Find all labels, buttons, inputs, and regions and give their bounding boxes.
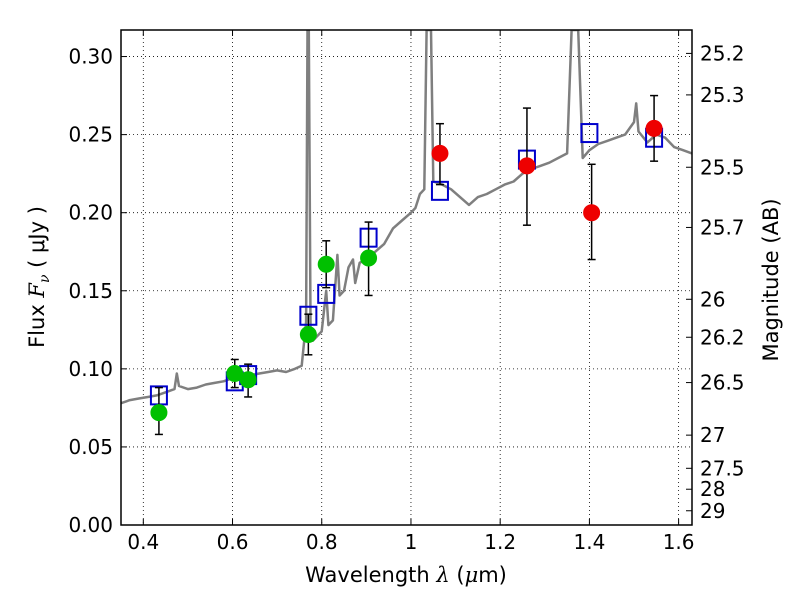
plot-frame <box>120 29 693 526</box>
y2-axis-label: Magnitude (AB) <box>759 198 783 361</box>
x-tick-label: 1 <box>405 530 418 554</box>
magnitude-tick-label: 26 <box>700 287 725 311</box>
magnitude-tick-label: 29 <box>700 499 725 523</box>
y-tick-label: 0.00 <box>68 513 113 537</box>
green-data-point <box>299 325 317 343</box>
red-data-point <box>645 119 663 137</box>
x-tick-label: 0.8 <box>306 530 338 554</box>
axis-ticks: 0.4 0.6 0.8 1 1.2 1.4 1.6 0.00 0.05 0.10 0.15 0.20 0… <box>68 30 745 554</box>
magnitude-tick-label: 25.3 <box>700 83 745 107</box>
green-data-point <box>150 404 168 422</box>
red-data-point <box>518 157 536 175</box>
x-tick-label: 1.4 <box>573 530 605 554</box>
magnitude-tick-label: 25.2 <box>700 41 745 65</box>
x-tick-label: 1.6 <box>663 530 695 554</box>
x-tick-label: 0.6 <box>217 530 249 554</box>
model-spectrum-line <box>121 30 692 405</box>
green-data-point <box>360 249 378 267</box>
y-tick-label: 0.05 <box>68 435 113 459</box>
x-axis-label: Wavelength λ (μm) <box>305 563 507 587</box>
magnitude-tick-label: 27 <box>700 423 725 447</box>
magnitude-tick-label: 28 <box>700 477 725 501</box>
x-tick-label: 1.2 <box>484 530 516 554</box>
y-axis-label: Flux Fν ( μJy ) <box>25 206 53 348</box>
green-data-point <box>317 255 335 273</box>
y-tick-label: 0.10 <box>68 357 113 381</box>
red-data-point <box>431 144 449 162</box>
magnitude-tick-label: 26.2 <box>700 325 745 349</box>
plot-area <box>121 30 692 436</box>
y-tick-label: 0.15 <box>68 279 113 303</box>
x-tick-label: 0.4 <box>127 530 159 554</box>
magnitude-tick-label: 25.5 <box>700 155 745 179</box>
red-data-point <box>583 204 601 222</box>
model-photometry-square <box>580 123 599 144</box>
green-data-point <box>239 371 257 389</box>
y-tick-label: 0.25 <box>68 123 113 147</box>
y-tick-label: 0.20 <box>68 201 113 225</box>
magnitude-tick-label: 25.7 <box>700 215 745 239</box>
y-tick-label: 0.30 <box>68 45 113 69</box>
magnitude-tick-label: 26.5 <box>700 371 745 395</box>
magnitude-tick-label: 27.5 <box>700 456 745 480</box>
grid-lines <box>121 30 692 525</box>
